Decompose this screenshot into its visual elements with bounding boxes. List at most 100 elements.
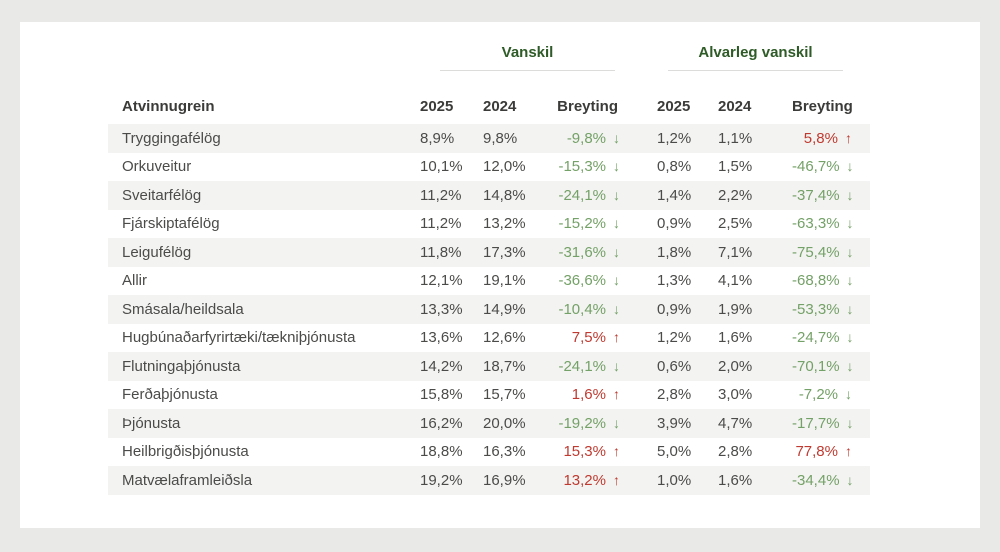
change-percent: 5,8% bbox=[803, 129, 838, 147]
vanskil-2025-value: 13,6% bbox=[420, 329, 463, 347]
trend-arrow-icon: ↓ bbox=[613, 300, 620, 317]
table-row: Fjárskiptafélög 11,2% 13,2% -15,2% ↓ 0,9%… bbox=[108, 210, 870, 239]
vanskil-2025-value: 11,2% bbox=[420, 215, 462, 233]
vanskil-change-value: -15,3% ↓ bbox=[557, 153, 639, 182]
table-row: Allir 12,1% 19,1% -36,6% ↓ 1,3% 4,1% -68,… bbox=[108, 267, 870, 296]
industry-label: Leigufélög bbox=[122, 243, 192, 261]
alvarleg-change-value: -75,4% ↓ bbox=[792, 238, 870, 267]
trend-arrow-icon: ↓ bbox=[846, 215, 854, 232]
change-percent: -37,4% bbox=[792, 186, 840, 204]
column-group-alvarleg-vanskil: Alvarleg vanskil bbox=[668, 44, 843, 71]
industry-label: Ferðaþjónusta bbox=[122, 386, 218, 404]
industry-label: Fjárskiptafélög bbox=[122, 215, 220, 233]
change-percent: -31,6% bbox=[558, 243, 606, 261]
change-percent: -24,1% bbox=[558, 357, 606, 375]
change-percent: -7,2% bbox=[798, 386, 838, 404]
industry-label: Flutningaþjónusta bbox=[122, 357, 241, 375]
alvarleg-2024-value: 3,0% bbox=[718, 386, 753, 404]
industry-label: Hugbúnaðarfyrirtæki/tækniþjónusta bbox=[122, 329, 356, 347]
vanskil-2024-value: 13,2% bbox=[483, 215, 526, 233]
alvarleg-2025-value: 1,8% bbox=[657, 243, 692, 261]
industry-label: Tryggingafélög bbox=[122, 129, 221, 147]
table-row: Matvælaframleiðsla 19,2% 16,9% 13,2% ↑ 1,… bbox=[108, 466, 870, 495]
alvarleg-change-value: 5,8% ↑ bbox=[792, 124, 870, 153]
alvarleg-change-value: -37,4% ↓ bbox=[792, 181, 870, 210]
alvarleg-change-value: -70,1% ↓ bbox=[792, 352, 870, 381]
change-percent: 15,3% bbox=[563, 443, 606, 461]
trend-arrow-icon: ↓ bbox=[846, 186, 854, 203]
vanskil-2024-value: 14,8% bbox=[483, 186, 526, 204]
table-row: Hugbúnaðarfyrirtæki/tækniþjónusta 13,6% … bbox=[108, 324, 870, 353]
industry-label: Heilbrigðisþjónusta bbox=[122, 443, 249, 461]
vanskil-2025-value: 18,8% bbox=[420, 443, 463, 461]
alvarleg-2025-value: 0,6% bbox=[657, 357, 692, 375]
table-row: Ferðaþjónusta 15,8% 15,7% 1,6% ↑ 2,8% 3,0… bbox=[108, 381, 870, 410]
vanskil-change-value: 13,2% ↑ bbox=[557, 466, 639, 495]
alvarleg-2025-value: 0,9% bbox=[657, 300, 692, 318]
change-percent: -75,4% bbox=[792, 243, 840, 261]
alvarleg-change-value: -17,7% ↓ bbox=[792, 409, 870, 438]
vanskil-2025-value: 10,1% bbox=[420, 158, 463, 176]
trend-arrow-icon: ↑ bbox=[845, 443, 852, 460]
trend-arrow-icon: ↑ bbox=[613, 443, 620, 460]
column-header-row: Atvinnugrein 2025 2024 Breyting 2025 202… bbox=[108, 72, 870, 124]
change-percent: -68,8% bbox=[792, 272, 840, 290]
vanskil-2025-value: 11,8% bbox=[420, 243, 462, 261]
column-header-vanskil-breyting: Breyting bbox=[557, 98, 618, 115]
alvarleg-2024-value: 1,5% bbox=[718, 158, 753, 176]
table-row: Flutningaþjónusta 14,2% 18,7% -24,1% ↓ 0,… bbox=[108, 352, 870, 381]
trend-arrow-icon: ↓ bbox=[846, 414, 854, 431]
vanskil-change-value: -36,6% ↓ bbox=[557, 267, 639, 296]
trend-arrow-icon: ↑ bbox=[613, 471, 620, 488]
alvarleg-2025-value: 1,2% bbox=[657, 129, 692, 147]
change-percent: -19,2% bbox=[558, 414, 606, 432]
table-row: Þjónusta 16,2% 20,0% -19,2% ↓ 3,9% 4,7% -… bbox=[108, 409, 870, 438]
alvarleg-2025-value: 2,8% bbox=[657, 386, 692, 404]
vanskil-2025-value: 11,2% bbox=[420, 186, 462, 204]
trend-arrow-icon: ↓ bbox=[846, 272, 854, 289]
column-header-alvarleg-2024: 2024 bbox=[718, 98, 752, 115]
trend-arrow-icon: ↓ bbox=[846, 300, 854, 317]
industry-label: Orkuveitur bbox=[122, 158, 192, 176]
column-header-atvinnugrein: Atvinnugrein bbox=[122, 98, 215, 115]
defaults-by-industry-table: Vanskil Alvarleg vanskil Atvinnugrein 20… bbox=[108, 44, 870, 495]
alvarleg-change-value: -53,3% ↓ bbox=[792, 295, 870, 324]
change-percent: -24,1% bbox=[558, 186, 606, 204]
alvarleg-2024-value: 7,1% bbox=[718, 243, 753, 261]
trend-arrow-icon: ↑ bbox=[613, 386, 620, 403]
vanskil-2025-value: 15,8% bbox=[420, 386, 463, 404]
alvarleg-change-value: -46,7% ↓ bbox=[792, 153, 870, 182]
vanskil-2025-value: 13,3% bbox=[420, 300, 463, 318]
column-header-vanskil-2025: 2025 bbox=[420, 98, 454, 115]
vanskil-2024-value: 17,3% bbox=[483, 243, 526, 261]
industry-label: Sveitarfélög bbox=[122, 186, 202, 204]
industry-label: Smásala/heildsala bbox=[122, 300, 244, 318]
alvarleg-2024-value: 1,6% bbox=[718, 329, 753, 347]
alvarleg-change-value: -24,7% ↓ bbox=[792, 324, 870, 353]
alvarleg-change-value: -68,8% ↓ bbox=[792, 267, 870, 296]
change-percent: -53,3% bbox=[792, 300, 840, 318]
industry-label: Allir bbox=[122, 272, 147, 290]
vanskil-change-value: -24,1% ↓ bbox=[557, 352, 639, 381]
column-group-vanskil: Vanskil bbox=[440, 44, 615, 71]
vanskil-change-value: -24,1% ↓ bbox=[557, 181, 639, 210]
vanskil-2024-value: 12,0% bbox=[483, 158, 526, 176]
change-percent: -9,8% bbox=[566, 129, 606, 147]
alvarleg-2024-value: 4,7% bbox=[718, 414, 753, 432]
defaults-table-card: Vanskil Alvarleg vanskil Atvinnugrein 20… bbox=[20, 22, 980, 528]
vanskil-2024-value: 15,7% bbox=[483, 386, 526, 404]
industry-label: Matvælaframleiðsla bbox=[122, 471, 253, 489]
vanskil-2024-value: 12,6% bbox=[483, 329, 526, 347]
vanskil-2025-value: 16,2% bbox=[420, 414, 463, 432]
trend-arrow-icon: ↓ bbox=[846, 471, 854, 488]
alvarleg-2024-value: 2,8% bbox=[718, 443, 753, 461]
alvarleg-change-value: 77,8% ↑ bbox=[792, 438, 870, 467]
vanskil-change-value: -19,2% ↓ bbox=[557, 409, 639, 438]
column-header-alvarleg-2025: 2025 bbox=[657, 98, 691, 115]
alvarleg-2024-value: 2,0% bbox=[718, 357, 753, 375]
trend-arrow-icon: ↓ bbox=[846, 357, 854, 374]
vanskil-2025-value: 14,2% bbox=[420, 357, 463, 375]
alvarleg-2025-value: 1,4% bbox=[657, 186, 692, 204]
change-percent: 1,6% bbox=[571, 386, 606, 404]
alvarleg-2024-value: 1,1% bbox=[718, 129, 753, 147]
